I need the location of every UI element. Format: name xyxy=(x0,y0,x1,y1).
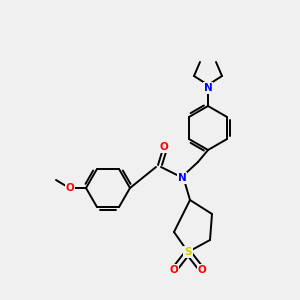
Text: S: S xyxy=(184,247,192,257)
Text: O: O xyxy=(198,265,206,275)
Text: N: N xyxy=(178,173,186,183)
Text: O: O xyxy=(66,183,74,193)
Text: N: N xyxy=(204,83,212,93)
Text: O: O xyxy=(160,142,168,152)
Text: O: O xyxy=(169,265,178,275)
